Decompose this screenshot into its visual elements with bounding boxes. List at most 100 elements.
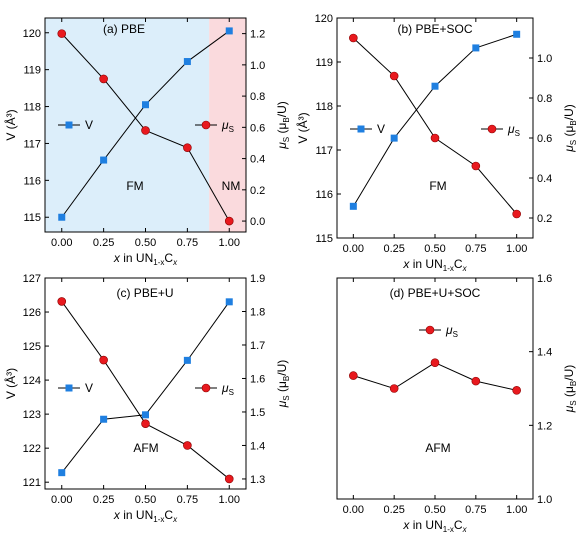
panel-a: FM NM 0.00 0.25 0.50 0.75 1.00 x in UN1-xCx 115 1… — [3, 17, 291, 267]
y-tick-label: 119 — [315, 57, 333, 69]
y2-tick-label: 1.4 — [537, 347, 552, 359]
y2-tick-label: 1.4 — [250, 440, 265, 452]
legend-label-v: V — [85, 118, 93, 132]
data-point-mu-s — [389, 384, 399, 393]
y2-tick-label: 1.6 — [250, 373, 265, 385]
data-point-mu-s — [57, 29, 67, 38]
x-tick-label: 0.75 — [177, 237, 198, 249]
legend-label-v: V — [85, 381, 93, 395]
y2-tick-label: 0.0 — [250, 216, 265, 228]
y2-tick-label: 1.6 — [537, 273, 552, 285]
panel-b: 0.00 0.25 0.50 0.75 1.00 x in UN1-xCx 115 116 11… — [295, 13, 578, 273]
legend-marker — [201, 383, 211, 393]
y2-tick-label: 0.2 — [537, 213, 552, 225]
x-tick-label: 0.75 — [465, 243, 486, 255]
y2-tick-label: 1.3 — [250, 474, 265, 486]
legend-label-mu-s: μS — [445, 323, 458, 339]
data-point-v — [349, 202, 357, 210]
x-tick-label: 0.25 — [383, 504, 404, 516]
y2-axis-label: μS (μB/U) — [562, 365, 578, 414]
y-tick-label: 116 — [315, 189, 333, 201]
data-point-mu-s — [389, 71, 399, 81]
data-point-v — [225, 27, 233, 35]
data-point-v — [142, 101, 149, 109]
x-tick-label: 0.50 — [424, 243, 445, 255]
plot-frame — [44, 277, 247, 490]
data-point-mu-s — [430, 358, 440, 368]
x-tick-label: 1.00 — [219, 237, 240, 249]
x-axis-label: x in UN1-xCx — [113, 508, 178, 524]
x-tick-label: 0.00 — [51, 494, 72, 506]
legend-marker — [65, 121, 73, 129]
x-tick-label: 0.50 — [424, 504, 445, 516]
phase-annotation: AFM — [425, 441, 450, 455]
y2-tick-label: 1.0 — [250, 60, 265, 72]
data-point-mu-s — [349, 33, 358, 43]
y2-tick-label: 1.5 — [250, 407, 265, 419]
legend-label-mu-s: μS — [221, 381, 234, 397]
y-axis-label: V (Å³) — [3, 109, 18, 140]
panel-title: (d) PBE+U+SOC — [390, 286, 481, 300]
plot-frame — [336, 277, 534, 500]
x-tick-label: 0.25 — [93, 494, 114, 506]
panel-c: 0.00 0.25 0.50 0.75 1.00 x in UN1-xCx 121 122 12… — [3, 273, 291, 524]
data-point-mu-s — [183, 143, 192, 152]
y-axis-label: V (Å³) — [3, 368, 18, 399]
data-point-mu-s — [57, 297, 67, 306]
phase-annotation: FM — [429, 179, 446, 193]
y-tick-label: 121 — [23, 477, 41, 489]
data-point-mu-s — [224, 474, 234, 484]
y-axis-label: V (Å³) — [295, 112, 310, 143]
y2-tick-label: 0.4 — [537, 173, 552, 185]
y2-tick-label: 0.8 — [250, 91, 265, 103]
legend-marker — [487, 124, 497, 134]
x-tick-label: 1.00 — [219, 494, 240, 506]
y2-tick-label: 0.6 — [537, 133, 552, 145]
y-tick-label: 115 — [315, 233, 333, 245]
y2-tick-label: 1.7 — [250, 340, 265, 352]
x-axis-label: x in UN1-xCx — [402, 257, 467, 273]
region-label: FM — [126, 179, 143, 193]
y2-tick-label: 1.8 — [250, 306, 265, 318]
y2-axis-label: μS (μB/U) — [275, 360, 291, 409]
data-point-v — [100, 415, 108, 423]
x-tick-label: 0.00 — [51, 237, 72, 249]
data-point-mu-s — [99, 74, 108, 84]
data-point-v — [390, 134, 398, 142]
y-tick-label: 115 — [23, 212, 41, 224]
x-tick-label: 0.75 — [177, 494, 198, 506]
y-tick-label: 118 — [315, 101, 333, 113]
x-axis-label: x in UN1-xCx — [402, 518, 467, 534]
x-tick-label: 1.00 — [506, 243, 527, 255]
y2-tick-label: 1.0 — [537, 53, 552, 65]
region-label: NM — [222, 179, 241, 193]
y2-tick-label: 0.6 — [250, 122, 265, 134]
data-point-v — [183, 356, 191, 364]
legend-label-v: V — [377, 122, 385, 136]
data-point-v — [513, 30, 521, 38]
y2-tick-label: 1.9 — [250, 273, 265, 285]
data-point-v — [225, 298, 233, 306]
panel-d: 0.00 0.25 0.50 0.75 1.00 x in UN1-xCx 1.0 1.2 1.… — [336, 273, 578, 534]
data-point-v — [472, 44, 480, 52]
y-tick-label: 116 — [23, 175, 41, 187]
data-point-mu-s — [141, 419, 150, 428]
x-tick-label: 0.25 — [93, 237, 114, 249]
panel-title: (a) PBE — [103, 22, 145, 36]
x-axis-label: x in UN1-xCx — [113, 251, 178, 267]
y2-tick-label: 0.2 — [250, 185, 265, 197]
x-tick-label: 0.50 — [135, 494, 156, 506]
y-tick-label: 120 — [23, 28, 41, 40]
legend-marker — [357, 125, 365, 133]
data-point-v — [58, 469, 66, 477]
y-tick-label: 126 — [23, 307, 41, 319]
y-tick-label: 122 — [23, 443, 41, 455]
y-tick-label: 118 — [23, 102, 41, 114]
y2-tick-label: 1.2 — [537, 420, 552, 432]
y2-tick-label: 1.2 — [250, 29, 265, 41]
legend-marker — [425, 325, 435, 335]
y2-tick-label: 0.4 — [250, 154, 265, 166]
y-tick-label: 125 — [23, 341, 41, 353]
legend-label-mu-s: μS — [221, 118, 234, 134]
data-point-mu-s — [512, 386, 521, 395]
